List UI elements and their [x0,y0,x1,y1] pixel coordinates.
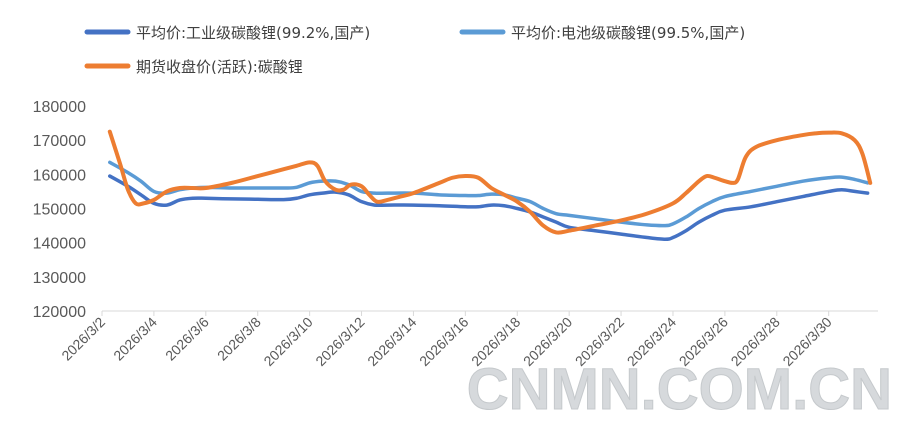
legend-label-battery-grade: 平均价:电池级碳酸锂(99.5%,国产) [511,24,745,42]
y-tick-label: 170000 [33,133,86,150]
legend-item-battery-grade: 平均价:电池级碳酸锂(99.5%,国产) [459,24,745,42]
legend-item-industrial-grade: 平均价:工业级碳酸锂(99.2%,国产) [84,24,370,42]
y-tick-label: 120000 [33,304,86,321]
y-tick-label: 150000 [33,202,86,219]
legend-label-industrial-grade: 平均价:工业级碳酸锂(99.2%,国产) [136,24,370,42]
legend-item-futures: 期货收盘价(活跃):碳酸锂 [84,58,303,76]
y-tick-label: 180000 [33,99,86,116]
y-axis-ticks: 120000 130000 140000 150000 160000 170000 1800… [33,99,86,321]
y-tick-label: 160000 [33,167,86,184]
y-tick-label: 130000 [33,270,86,287]
series-line-industrial-grade [108,174,870,241]
legend-label-futures: 期货收盘价(活跃):碳酸锂 [136,58,303,76]
series-layer [107,129,873,241]
watermark: CNMN.COM.CN [467,357,892,422]
series-line-futures [107,129,873,235]
legend: 平均价:工业级碳酸锂(99.2%,国产) 平均价:电池级碳酸锂(99.5%,国产… [84,24,745,76]
y-tick-label: 140000 [33,236,86,253]
